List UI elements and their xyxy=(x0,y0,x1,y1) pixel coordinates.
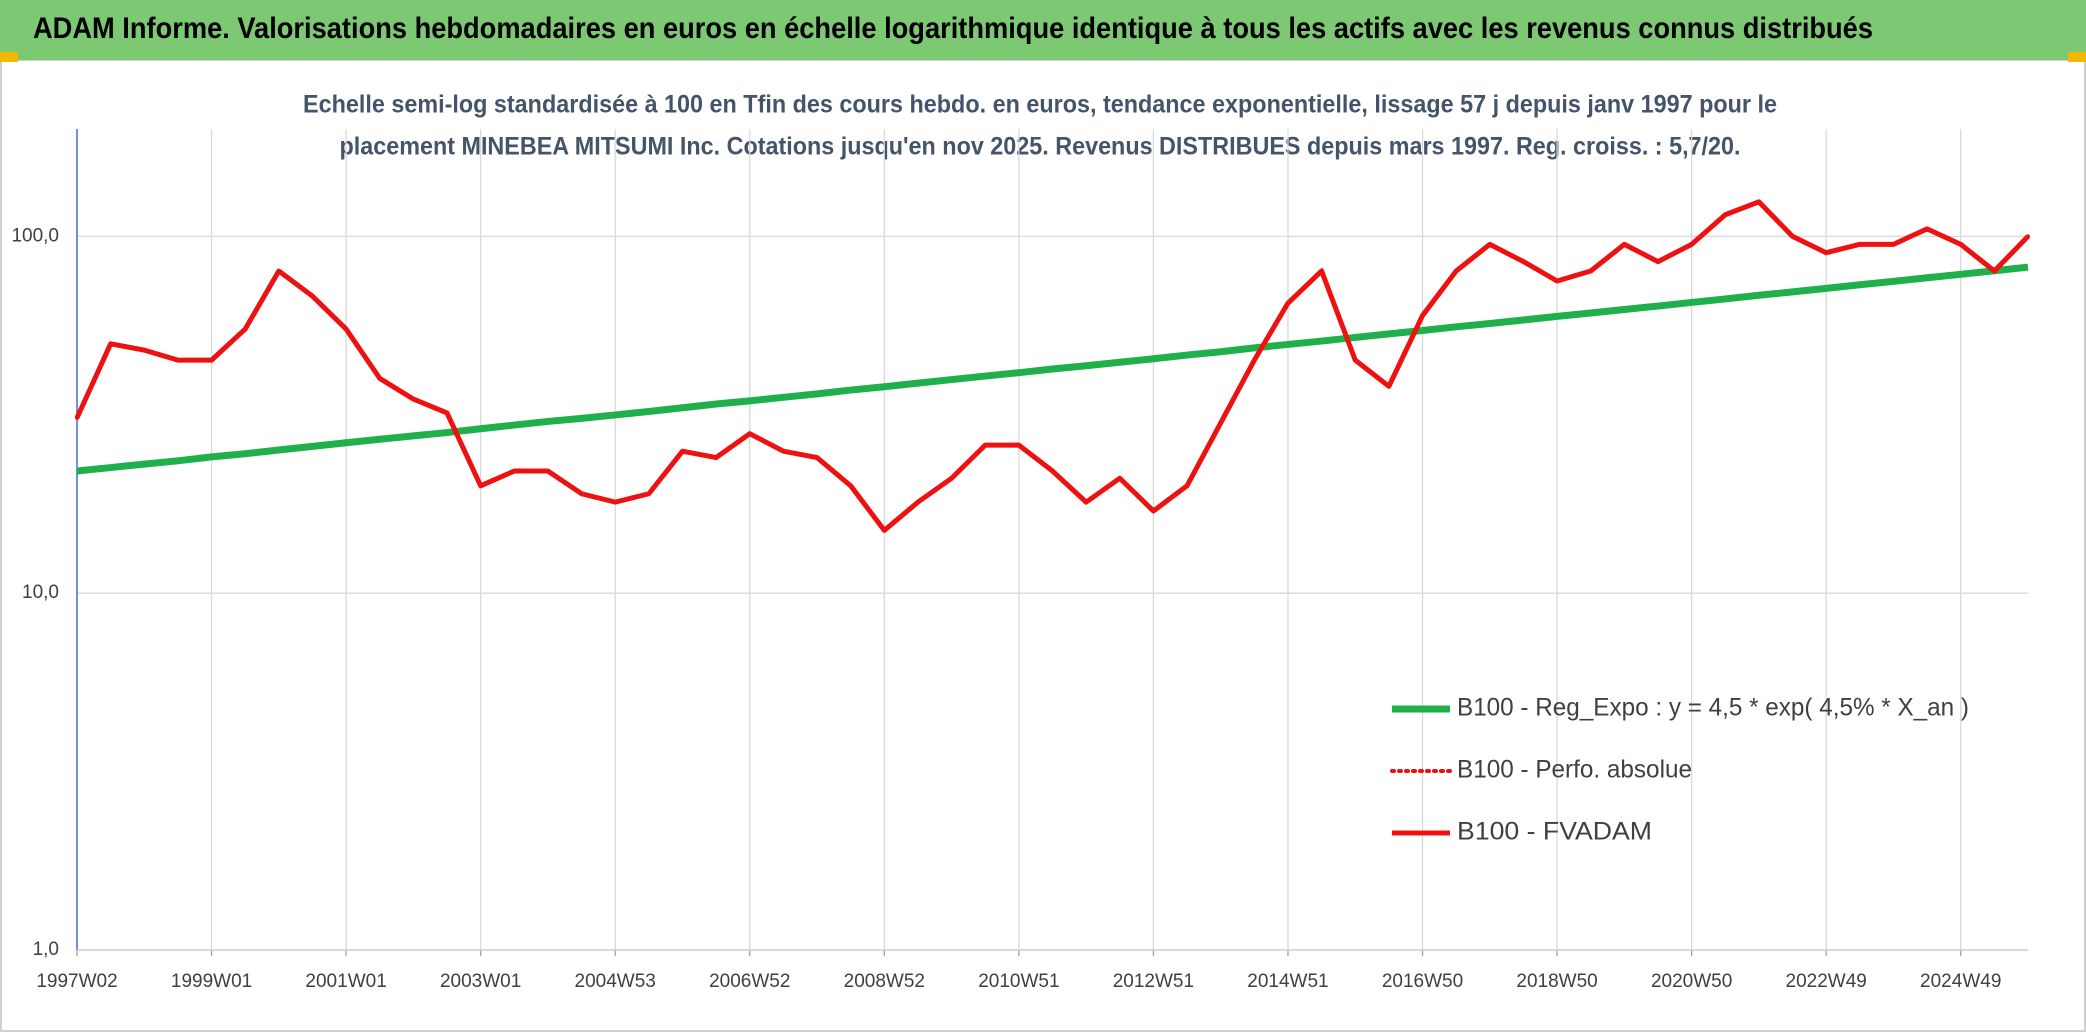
legend: B100 - Reg_Expo : y = 4,5 * exp( 4,5% * … xyxy=(1390,694,1969,846)
x-tick-label: 2010W51 xyxy=(978,971,1059,992)
x-tick-label: 2006W52 xyxy=(709,971,790,992)
plot-area xyxy=(74,199,2030,534)
series-line xyxy=(76,263,2029,475)
chart-subtitle: Echelle semi-log standardisée à 100 en T… xyxy=(303,91,1777,119)
y-tick-label: 100,0 xyxy=(11,225,59,246)
legend-label: B100 - FVADAM xyxy=(1457,818,1652,846)
x-tick-label: 2008W52 xyxy=(844,971,925,992)
x-tick-label: 2014W51 xyxy=(1247,971,1328,992)
legend-label: B100 - Reg_Expo : y = 4,5 * exp( 4,5% * … xyxy=(1457,694,1969,722)
x-tick-label: 2016W50 xyxy=(1382,971,1463,992)
x-tick-label: 2018W50 xyxy=(1516,971,1597,992)
x-tick-label: 2001W01 xyxy=(305,971,386,992)
corner-mark xyxy=(0,52,18,62)
y-tick-label: 10,0 xyxy=(22,582,59,603)
y-tick-label: 1,0 xyxy=(33,939,59,960)
x-tick-label: 2022W49 xyxy=(1786,971,1867,992)
x-tick-label: 1997W02 xyxy=(36,971,117,992)
title-bar xyxy=(0,0,2086,60)
x-tick-label: 2024W49 xyxy=(1920,971,2001,992)
x-tick-label: 2020W50 xyxy=(1651,971,1732,992)
chart-title: ADAM Informe. Valorisations hebdomadaire… xyxy=(33,12,1873,45)
legend-label: B100 - Perfo. absolue xyxy=(1457,756,1692,784)
x-tick-label: 1999W01 xyxy=(171,971,252,992)
corner-mark xyxy=(2068,52,2086,62)
series-line xyxy=(74,199,2030,533)
x-tick-label: 2012W51 xyxy=(1113,971,1194,992)
chart-subtitle: placement MINEBEA MITSUMI Inc. Cotations… xyxy=(340,133,1741,161)
x-tick-label: 2004W53 xyxy=(575,971,656,992)
x-tick-label: 2003W01 xyxy=(440,971,521,992)
